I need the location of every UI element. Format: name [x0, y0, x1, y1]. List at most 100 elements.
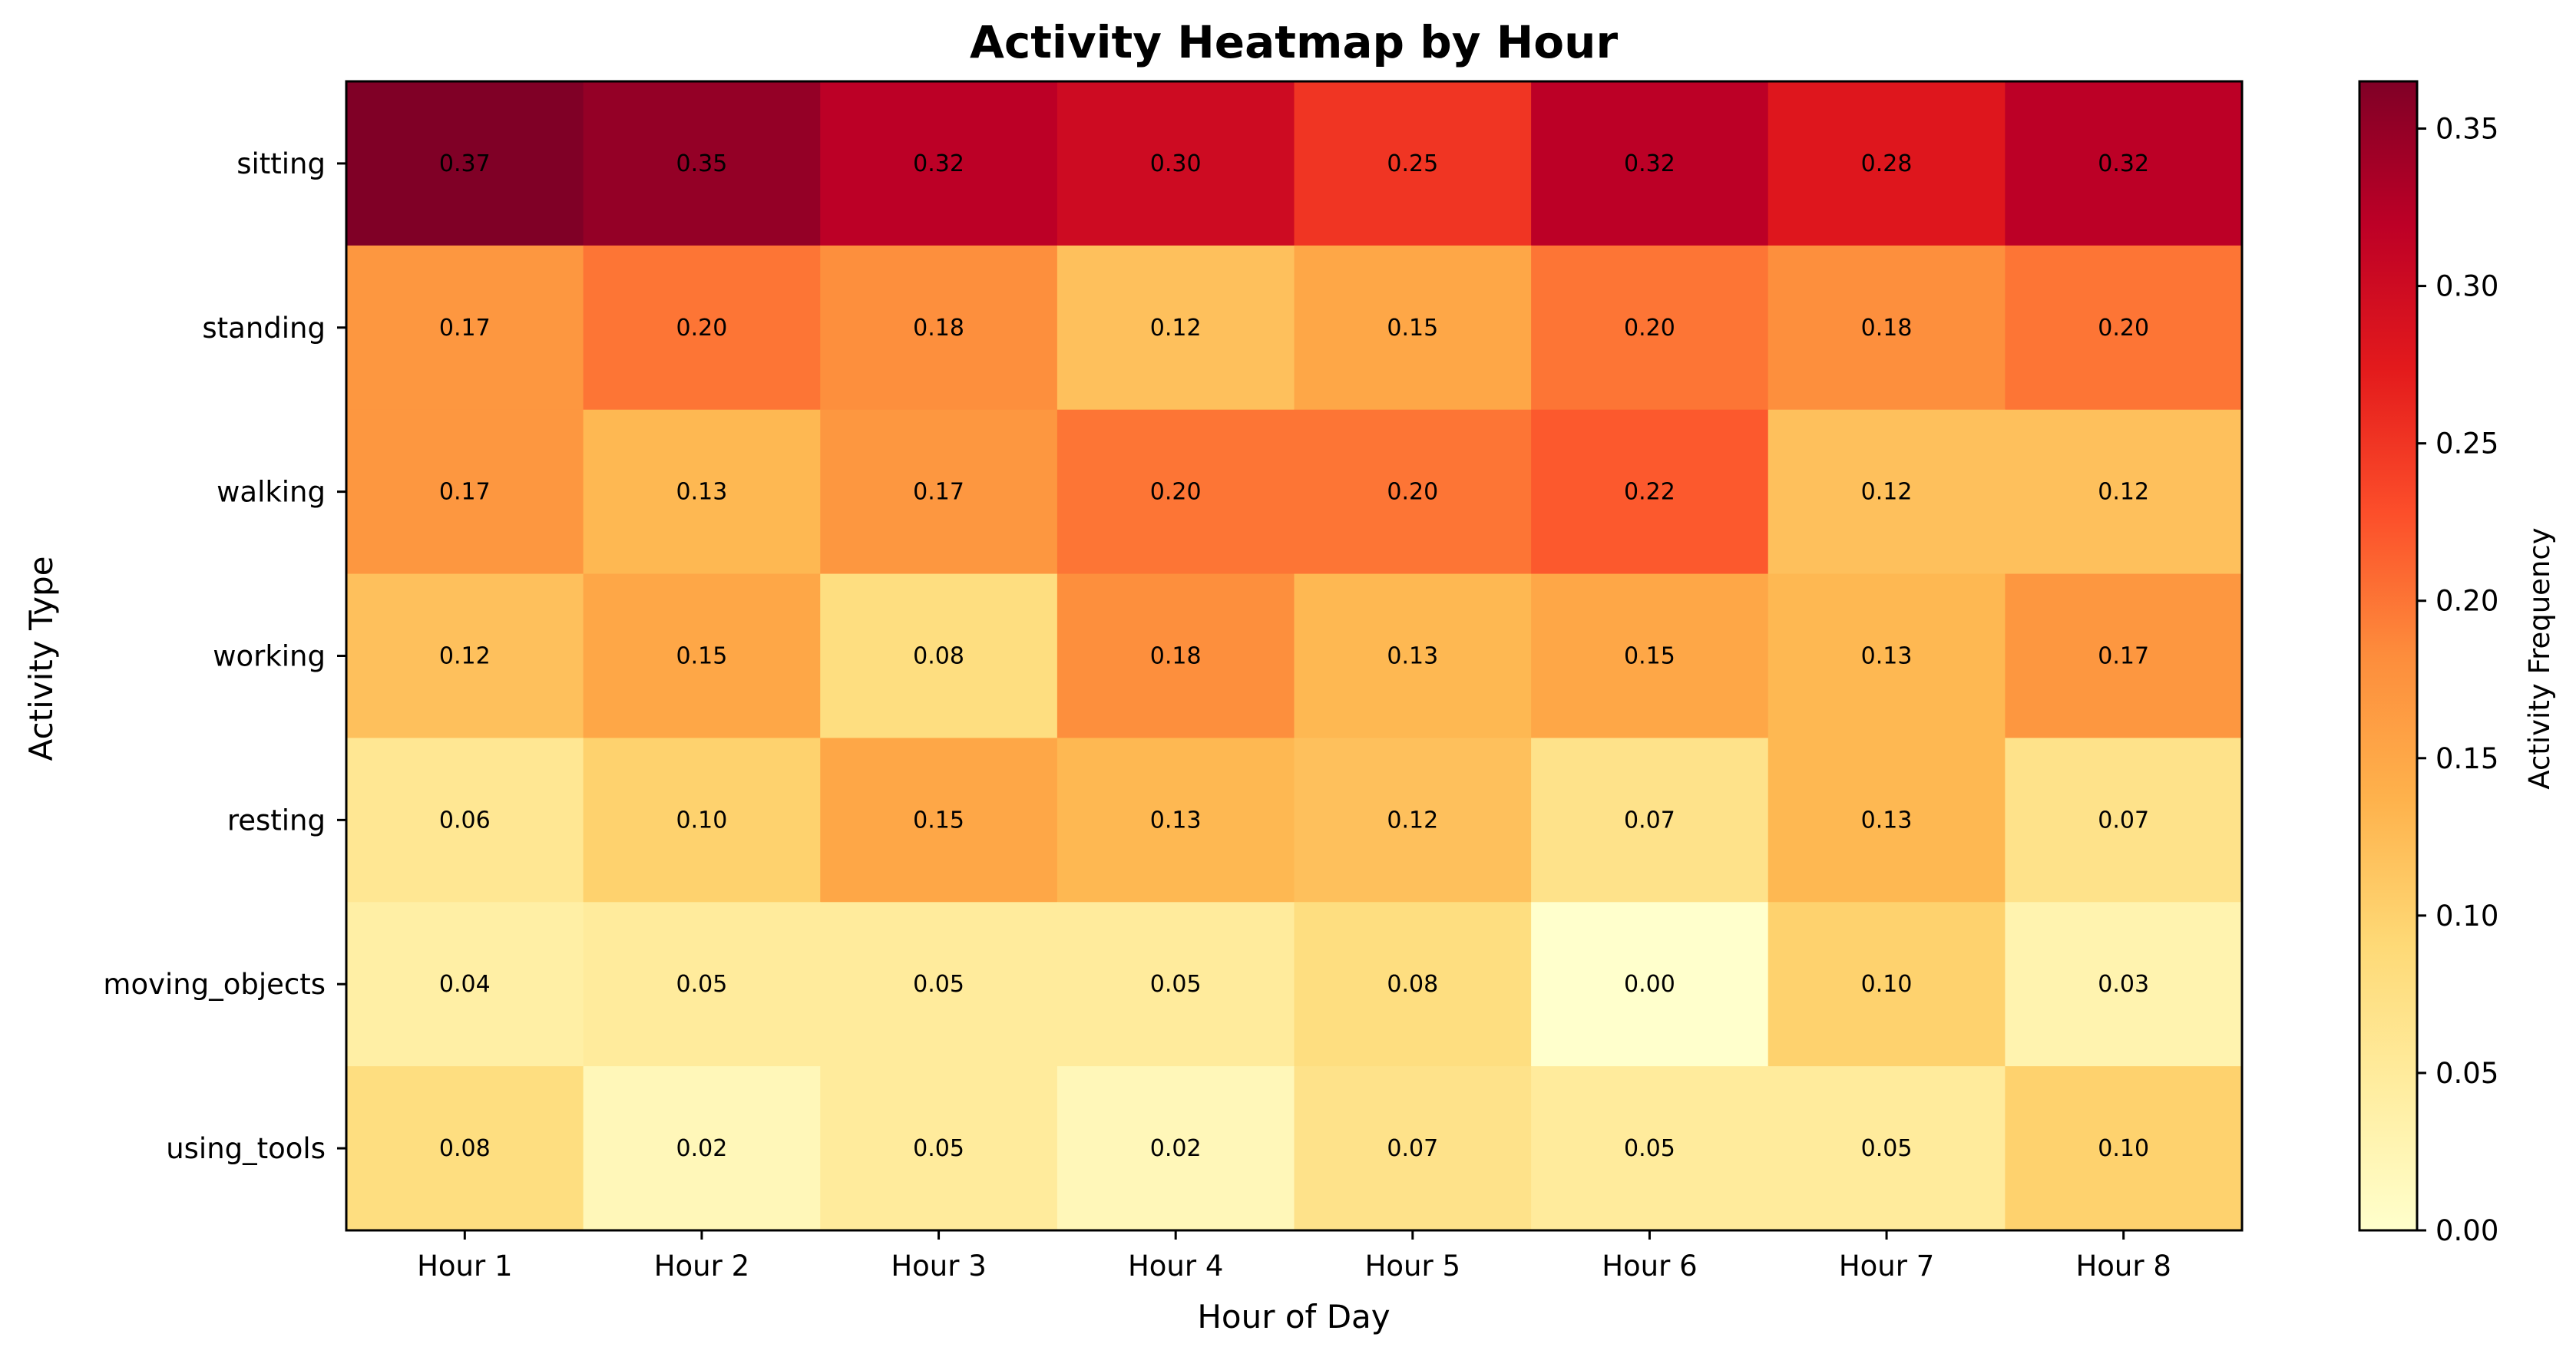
cell-value-label: 0.12 — [439, 643, 491, 670]
cell-value-label: 0.08 — [913, 643, 964, 670]
cell-value-label: 0.05 — [676, 971, 728, 998]
cell-value-label: 0.18 — [913, 315, 964, 342]
cell-value-label: 0.20 — [1624, 315, 1675, 342]
heatmap-cell — [1057, 738, 1295, 903]
heatmap-cell — [1294, 81, 1532, 246]
heatmap-cells — [346, 81, 2243, 1231]
heatmap-cell — [346, 738, 584, 903]
heatmap-cell — [346, 245, 584, 411]
heatmap-cell — [583, 902, 821, 1067]
heatmap-cell — [2005, 409, 2243, 575]
colorbar-tick-label: 0.35 — [2435, 113, 2498, 146]
heatmap-cell — [2005, 1066, 2243, 1231]
cell-value-label: 0.15 — [913, 807, 964, 834]
heatmap-cell — [1531, 1066, 1769, 1231]
cell-value-label: 0.17 — [913, 479, 964, 506]
x-tick-label: Hour 8 — [2075, 1250, 2171, 1283]
heatmap-cell — [1767, 245, 2006, 411]
heatmap-cell — [1057, 573, 1295, 739]
heatmap-cell — [583, 1066, 821, 1231]
x-tick-label: Hour 4 — [1128, 1250, 1223, 1283]
cell-value-label: 0.13 — [1861, 643, 1913, 670]
heatmap-cell — [1767, 81, 2006, 246]
y-tick-label: using_tools — [166, 1132, 326, 1165]
cell-value-label: 0.12 — [1387, 807, 1438, 834]
cell-value-label: 0.32 — [1624, 150, 1675, 177]
cell-value-label: 0.05 — [1861, 1135, 1913, 1162]
heatmap-cell — [1294, 902, 1532, 1067]
heatmap-cell — [1767, 573, 2006, 739]
cell-value-label: 0.13 — [1150, 807, 1202, 834]
cell-value-label: 0.07 — [1387, 1135, 1438, 1162]
x-tick-label: Hour 5 — [1365, 1250, 1460, 1283]
cell-value-label: 0.17 — [2098, 643, 2149, 670]
cell-value-label: 0.12 — [1150, 315, 1202, 342]
x-tick-label: Hour 2 — [654, 1250, 749, 1283]
y-tick-label: walking — [217, 476, 326, 509]
x-axis-label: Hour of Day — [1197, 1298, 1390, 1336]
colorbar-tick-label: 0.25 — [2435, 428, 2498, 461]
cell-value-label: 0.18 — [1150, 643, 1202, 670]
heatmap-cell — [1057, 81, 1295, 246]
y-tick-label: standing — [202, 312, 326, 345]
cell-value-label: 0.05 — [1624, 1135, 1675, 1162]
heatmap-cell — [1294, 573, 1532, 739]
heatmap-cell-labels: 0.37 0.35 0.32 0.30 0.25 0.32 0.28 0.32 0.17 0.20… — [439, 150, 2149, 1162]
x-tick-label: Hour 6 — [1602, 1250, 1697, 1283]
heatmap-cell — [1057, 902, 1295, 1067]
x-tick-label: Hour 7 — [1839, 1250, 1934, 1283]
heatmap-cell — [583, 409, 821, 575]
cell-value-label: 0.00 — [1624, 971, 1675, 998]
cell-value-label: 0.06 — [439, 807, 491, 834]
y-tick-label: sitting — [236, 147, 326, 180]
cell-value-label: 0.04 — [439, 971, 491, 998]
y-tick-label: moving_objects — [103, 968, 326, 1001]
heatmap-cell — [583, 738, 821, 903]
colorbar-tick-label: 0.20 — [2435, 585, 2498, 618]
heatmap-cell — [1767, 738, 2006, 903]
heatmap-cell — [1531, 81, 1769, 246]
heatmap-cell — [1767, 409, 2006, 575]
cell-value-label: 0.10 — [676, 807, 728, 834]
heatmap-cell — [1531, 902, 1769, 1067]
colorbar-tick-label: 0.15 — [2435, 742, 2498, 775]
cell-value-label: 0.13 — [1861, 807, 1913, 834]
heatmap-cell — [2005, 81, 2243, 246]
cell-value-label: 0.07 — [2098, 807, 2149, 834]
cell-value-label: 0.12 — [2098, 479, 2149, 506]
cell-value-label: 0.02 — [1150, 1135, 1202, 1162]
y-axis-label: Activity Type — [22, 556, 60, 761]
heatmap-cell — [2005, 738, 2243, 903]
cell-value-label: 0.10 — [2098, 1135, 2149, 1162]
cell-value-label: 0.13 — [676, 479, 728, 506]
cell-value-label: 0.17 — [439, 315, 491, 342]
cell-value-label: 0.05 — [913, 1135, 964, 1162]
cell-value-label: 0.12 — [1861, 479, 1913, 506]
cell-value-label: 0.28 — [1861, 150, 1913, 177]
heatmap-cell — [1057, 245, 1295, 411]
cell-value-label: 0.20 — [2098, 315, 2149, 342]
heatmap-cell — [346, 81, 584, 246]
heatmap-cell — [1294, 738, 1532, 903]
chart-title: Activity Heatmap by Hour — [970, 16, 1619, 68]
cell-value-label: 0.02 — [676, 1135, 728, 1162]
heatmap-cell — [346, 573, 584, 739]
cell-value-label: 0.15 — [1624, 643, 1675, 670]
cell-value-label: 0.35 — [676, 150, 728, 177]
colorbar-tick-label: 0.10 — [2435, 900, 2498, 933]
heatmap-cell — [1767, 1066, 2006, 1231]
heatmap-cell — [1531, 573, 1769, 739]
heatmap-cell — [1294, 245, 1532, 411]
heatmap-cell — [1531, 738, 1769, 903]
heatmap-cell — [820, 738, 1058, 903]
cell-value-label: 0.20 — [676, 315, 728, 342]
heatmap-cell — [346, 902, 584, 1067]
colorbar-label: Activity Frequency — [2523, 527, 2556, 789]
heatmap-cell — [2005, 902, 2243, 1067]
cell-value-label: 0.25 — [1387, 150, 1438, 177]
colorbar-ticks: 0.00 0.05 0.10 0.15 0.20 0.25 0.30 0.35 — [2417, 113, 2498, 1247]
heatmap-cell — [2005, 245, 2243, 411]
cell-value-label: 0.15 — [676, 643, 728, 670]
cell-value-label: 0.05 — [913, 971, 964, 998]
